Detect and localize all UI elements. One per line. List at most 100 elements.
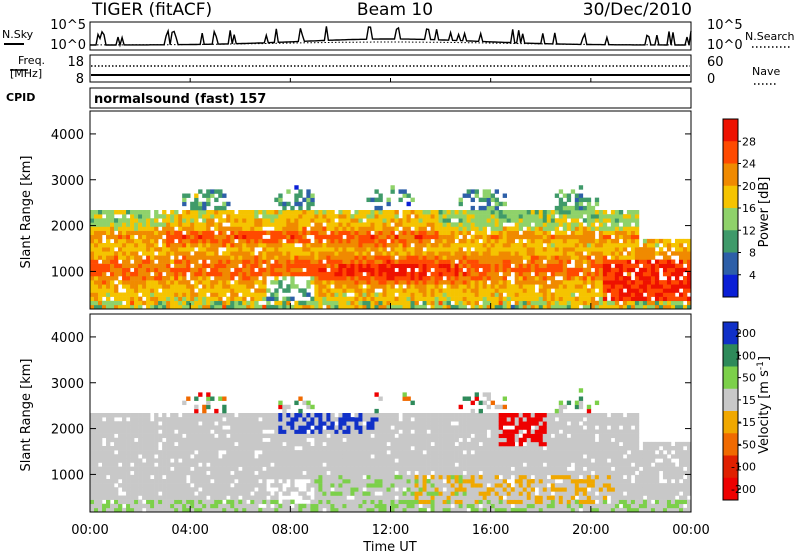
- power-cell: [318, 301, 322, 305]
- power-cell: [663, 293, 667, 297]
- velocity-cell: [162, 479, 166, 483]
- power-cell: [382, 264, 386, 268]
- power-cell: [403, 251, 407, 255]
- velocity-cell: [294, 425, 298, 429]
- power-cell: [615, 268, 619, 272]
- power-cell: [447, 293, 451, 297]
- power-cell: [599, 280, 603, 284]
- power-cell: [523, 301, 527, 305]
- power-cell: [543, 301, 547, 305]
- velocity-cell: [254, 496, 258, 500]
- power-cell: [274, 243, 278, 247]
- power-cell: [198, 268, 202, 272]
- power-cell: [495, 268, 499, 272]
- power-cell: [294, 239, 298, 243]
- velocity-cell: [326, 487, 330, 491]
- power-cell: [174, 222, 178, 226]
- power-cell: [362, 214, 366, 218]
- power-cell: [254, 235, 258, 239]
- power-cell: [559, 198, 563, 202]
- power-cell: [102, 301, 106, 305]
- power-cell: [126, 268, 130, 272]
- power-cell: [146, 288, 150, 292]
- power-cell: [330, 210, 334, 214]
- power-cell: [334, 280, 338, 284]
- power-cell: [362, 293, 366, 297]
- velocity-cell: [354, 491, 358, 495]
- power-cell: [98, 210, 102, 214]
- power-cell: [142, 301, 146, 305]
- velocity-cell: [202, 409, 206, 413]
- power-cell: [675, 251, 679, 255]
- power-cell: [483, 297, 487, 301]
- velocity-cell: [150, 446, 154, 450]
- velocity-cell: [302, 491, 306, 495]
- velocity-cell: [266, 413, 270, 417]
- power-cell: [399, 247, 403, 251]
- power-cell: [134, 264, 138, 268]
- power-cell: [395, 227, 399, 231]
- velocity-cell: [186, 487, 190, 491]
- power-cell: [278, 198, 282, 202]
- power-cell: [114, 276, 118, 280]
- power-cell: [126, 210, 130, 214]
- power-cell: [214, 198, 218, 202]
- power-cell: [411, 255, 415, 259]
- velocity-cell: [138, 463, 142, 467]
- velocity-cell: [358, 496, 362, 500]
- power-cell: [543, 235, 547, 239]
- power-cell: [190, 239, 194, 243]
- velocity-cell: [222, 483, 226, 487]
- power-cell: [386, 235, 390, 239]
- power-cell: [374, 260, 378, 264]
- velocity-cell: [150, 442, 154, 446]
- velocity-cell: [322, 413, 326, 417]
- power-cell: [154, 255, 158, 259]
- power-cell: [110, 214, 114, 218]
- velocity-cell: [294, 471, 298, 475]
- velocity-cell: [310, 467, 314, 471]
- power-cell: [314, 272, 318, 276]
- velocity-cell: [222, 491, 226, 495]
- velocity-cell: [334, 450, 338, 454]
- power-cell: [222, 194, 226, 198]
- power-cell: [210, 280, 214, 284]
- power-cell: [671, 260, 675, 264]
- velocity-cell: [326, 463, 330, 467]
- power-cell: [226, 218, 230, 222]
- velocity-cell: [218, 434, 222, 438]
- power-cell: [306, 202, 310, 206]
- power-cell: [222, 288, 226, 292]
- power-cell: [411, 222, 415, 226]
- power-cell: [322, 264, 326, 268]
- power-cell: [659, 297, 663, 301]
- power-cell: [210, 284, 214, 288]
- velocity-cell: [154, 496, 158, 500]
- power-cell: [547, 227, 551, 231]
- power-cell: [659, 260, 663, 264]
- velocity-cell: [258, 487, 262, 491]
- velocity-cell: [210, 450, 214, 454]
- velocity-cell: [266, 500, 270, 504]
- power-cell: [583, 255, 587, 259]
- power-cell: [515, 288, 519, 292]
- power-cell: [214, 293, 218, 297]
- velocity-cell: [306, 442, 310, 446]
- power-cell: [114, 239, 118, 243]
- power-cell: [683, 255, 687, 259]
- power-cell: [599, 243, 603, 247]
- velocity-cell: [142, 496, 146, 500]
- velocity-cell: [374, 454, 378, 458]
- velocity-cell: [350, 417, 354, 421]
- velocity-cell: [306, 458, 310, 462]
- velocity-cell: [98, 487, 102, 491]
- velocity-cell: [250, 487, 254, 491]
- velocity-cell: [290, 417, 294, 421]
- power-cell: [282, 231, 286, 235]
- power-cell: [142, 243, 146, 247]
- velocity-cell: [178, 471, 182, 475]
- velocity-cell: [330, 454, 334, 458]
- power-cell: [290, 247, 294, 251]
- power-cell: [547, 251, 551, 255]
- power-cell: [126, 251, 130, 255]
